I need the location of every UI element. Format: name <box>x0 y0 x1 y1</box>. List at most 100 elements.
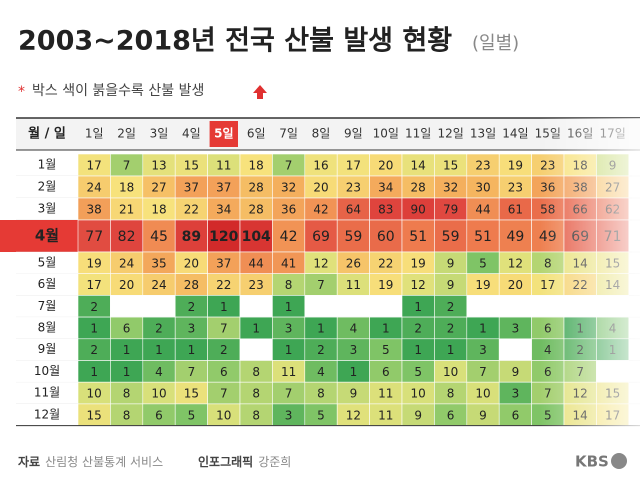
column-header: 14일 <box>502 127 528 141</box>
cell-value: 1 <box>220 300 228 314</box>
cell-value: 19 <box>475 278 490 292</box>
column-header: 3일 <box>150 127 169 141</box>
cell-value: 90 <box>411 203 426 217</box>
row-label-highlight <box>0 220 78 252</box>
cell-value: 89 <box>182 229 201 245</box>
cell-value: 8 <box>317 387 325 401</box>
row-label: 8월 <box>38 320 57 334</box>
cell-value: 5 <box>188 408 196 422</box>
cell-value: 83 <box>378 203 393 217</box>
cell-value: 44 <box>249 256 264 270</box>
cell <box>142 295 176 318</box>
cell-value: 17 <box>346 159 361 173</box>
corner: 월 / 일 <box>28 126 66 142</box>
cell-value: 1 <box>188 343 196 357</box>
cell-value: 17 <box>87 159 102 173</box>
cell-value: 32 <box>443 181 458 195</box>
cell-value: 38 <box>87 203 102 217</box>
logo-mark <box>611 453 627 469</box>
cell-value: 2 <box>317 343 325 357</box>
cell-value: 3 <box>350 343 358 357</box>
cell-value: 26 <box>346 256 361 270</box>
cell-value: 11 <box>216 159 231 173</box>
cell-value: 5 <box>414 365 422 379</box>
cell-value: 2 <box>414 321 422 335</box>
cell-value: 3 <box>285 408 293 422</box>
cell-value: 8 <box>447 387 455 401</box>
cell-value: 10 <box>151 387 166 401</box>
cell-value: 22 <box>378 256 393 270</box>
row-label-bg <box>16 154 78 176</box>
cell-value: 6 <box>220 365 228 379</box>
cell-value: 32 <box>281 181 296 195</box>
row-label-bg <box>16 382 78 404</box>
cell-value: 22 <box>216 278 231 292</box>
header-bg <box>16 118 640 150</box>
column-header: 1일 <box>85 127 104 141</box>
cell <box>207 219 241 253</box>
cell-value: 7 <box>220 321 228 335</box>
cell-value: 1 <box>285 300 293 314</box>
cell-value: 37 <box>216 256 231 270</box>
cell-value: 18 <box>249 159 264 173</box>
cell-value: 42 <box>280 229 298 245</box>
row-label: 5월 <box>38 255 57 269</box>
cell-value: 49 <box>506 229 524 245</box>
cell-value: 16 <box>313 159 328 173</box>
cell-value: 8 <box>252 387 260 401</box>
cell-value: 10 <box>411 387 426 401</box>
cell-value: 6 <box>512 408 520 422</box>
source-label: 자료 <box>18 454 40 469</box>
cell-value: 30 <box>475 181 490 195</box>
cell <box>304 295 338 318</box>
cell-value: 19 <box>508 159 523 173</box>
cell-value: 7 <box>123 159 131 173</box>
column-header: 12일 <box>437 127 463 141</box>
row-label: 7월 <box>38 299 57 313</box>
cell-value: 28 <box>249 203 264 217</box>
cell-value: 3 <box>188 321 196 335</box>
cell-value: 15 <box>184 159 199 173</box>
cell-value: 1 <box>479 321 487 335</box>
subtitle: (일별) <box>472 33 519 54</box>
cell-value: 12 <box>346 408 361 422</box>
cell-value: 20 <box>184 256 199 270</box>
cell-value: 2 <box>155 321 163 335</box>
cell-value: 69 <box>312 229 330 245</box>
cell-value: 4 <box>317 365 325 379</box>
cell <box>77 219 111 253</box>
column-header: 4일 <box>182 127 201 141</box>
cell-value: 2 <box>447 321 455 335</box>
cell <box>304 219 338 253</box>
cell <box>239 338 273 361</box>
footer-credit: 인포그래픽 강준희 <box>198 454 291 469</box>
cell-value: 24 <box>119 256 134 270</box>
cell-value: 7 <box>188 365 196 379</box>
cell-value: 21 <box>119 203 134 217</box>
cell <box>336 295 370 318</box>
cell-value: 10 <box>475 387 490 401</box>
cell-value: 1 <box>350 365 358 379</box>
row-label-bg <box>16 403 78 426</box>
cell-value: 37 <box>216 181 231 195</box>
cell-value: 9 <box>512 365 520 379</box>
cell-value: 9 <box>447 278 455 292</box>
column-header: 8일 <box>312 127 331 141</box>
row-label: 6월 <box>38 277 57 291</box>
cell-value: 34 <box>216 203 231 217</box>
cell-value: 35 <box>151 256 166 270</box>
cell-value: 77 <box>85 229 103 245</box>
cell-value: 8 <box>285 278 293 292</box>
cell <box>336 219 370 253</box>
cell-value: 23 <box>475 159 490 173</box>
cell-value: 1 <box>414 300 422 314</box>
fade-overlay <box>540 118 640 428</box>
cell-value: 6 <box>155 408 163 422</box>
cell-value: 19 <box>411 256 426 270</box>
cell <box>110 219 144 253</box>
cell <box>401 219 435 253</box>
cell-value: 8 <box>252 365 260 379</box>
row-label-bg <box>16 176 78 198</box>
cell-value: 8 <box>123 387 131 401</box>
cell-value: 23 <box>249 278 264 292</box>
